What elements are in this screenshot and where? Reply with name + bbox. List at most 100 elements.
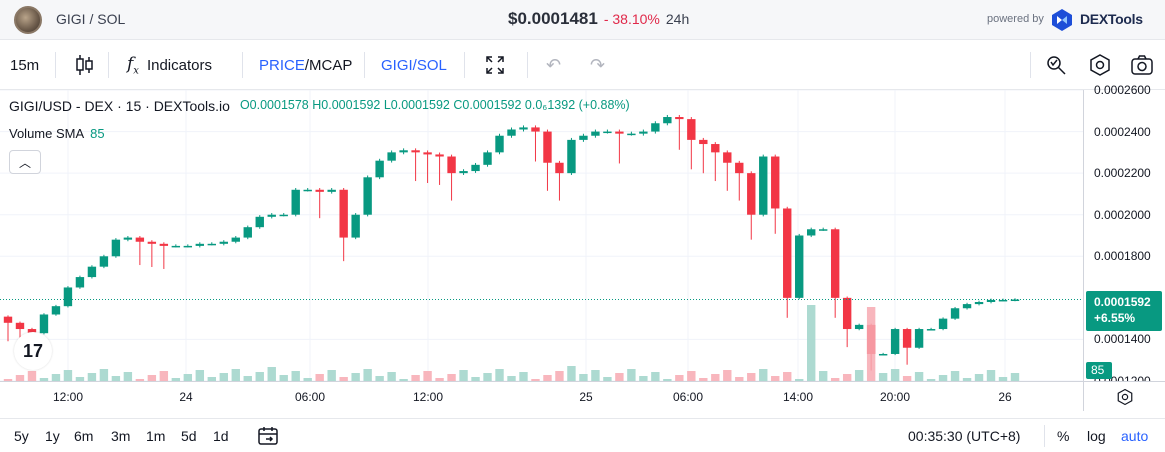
- volume-bar: [567, 366, 576, 381]
- axis-settings-corner[interactable]: [1083, 381, 1165, 411]
- volume-bar: [854, 370, 864, 381]
- collapse-legend-button[interactable]: ︿: [9, 150, 41, 174]
- volume-bar: [747, 373, 756, 381]
- volume-legend[interactable]: Volume SMA 85: [9, 126, 105, 141]
- volume-bar: [591, 370, 600, 381]
- price-axis[interactable]: 0.0002600 0.0002400 0.0002200 0.0002000 0.00…: [1083, 83, 1165, 388]
- volume-bar: [399, 379, 408, 381]
- candle-body: [231, 237, 240, 242]
- log-toggle[interactable]: log: [1087, 428, 1106, 444]
- fullscreen-icon[interactable]: [485, 40, 505, 90]
- volume-bar: [878, 373, 888, 381]
- bottom-divider: [1044, 425, 1045, 447]
- price-mcap-toggle[interactable]: PRICE/MCAP: [259, 40, 352, 90]
- candle-body: [411, 150, 420, 153]
- volume-bar: [555, 371, 564, 381]
- volume-bar: [387, 372, 396, 381]
- candle-body: [363, 177, 372, 215]
- volume-bar: [914, 372, 924, 381]
- volume-bar: [531, 379, 540, 381]
- volume-bar: [135, 379, 145, 381]
- volume-bar: [807, 305, 816, 381]
- candle-body: [902, 329, 912, 348]
- candlestick-plot[interactable]: [0, 90, 1083, 381]
- percent-toggle[interactable]: %: [1057, 428, 1070, 444]
- volume-bar: [866, 307, 876, 381]
- axis-settings-icon[interactable]: [1116, 388, 1134, 406]
- dextools-brand-name[interactable]: DEXTools: [1080, 11, 1143, 27]
- dextools-logo-icon[interactable]: [1050, 8, 1074, 32]
- candle-body: [183, 245, 193, 248]
- candle-body: [842, 297, 852, 330]
- toolbar-divider: [464, 52, 465, 78]
- range-button-1m[interactable]: 1m: [146, 428, 166, 444]
- volume-bar: [639, 376, 648, 381]
- volume-bar: [902, 376, 912, 381]
- time-axis[interactable]: 12:00 24 06:00 12:00 25 06:00 14:00 20:00 26: [0, 381, 1083, 411]
- volume-bar: [962, 378, 972, 381]
- range-button-5d[interactable]: 5d: [181, 428, 197, 444]
- volume-bar: [795, 379, 804, 381]
- candle-body: [483, 152, 492, 165]
- settings-icon[interactable]: [1088, 40, 1112, 90]
- indicators-button[interactable]: fx Indicators: [127, 40, 212, 90]
- candle-body: [327, 189, 336, 192]
- undo-icon[interactable]: ↶: [546, 54, 562, 75]
- volume-bar: [459, 370, 468, 381]
- candle-body: [279, 214, 288, 217]
- volume-bar: [99, 369, 109, 381]
- volume-bar: [363, 369, 372, 381]
- range-button-5y[interactable]: 5y: [14, 428, 29, 444]
- volume-bar: [411, 375, 420, 381]
- price-chart[interactable]: GIGI/USD - DEX · 15 · DEXTools.io O0.000…: [0, 90, 1083, 381]
- current-price-tag: 0.0001592 +6.55%: [1086, 290, 1162, 331]
- price-tick-label: 0.0001800: [1094, 249, 1151, 264]
- candle-body: [267, 214, 276, 217]
- utc-clock[interactable]: 00:35:30 (UTC+8): [908, 428, 1021, 444]
- range-button-1y[interactable]: 1y: [45, 428, 60, 444]
- toolbar-divider: [108, 52, 109, 78]
- volume-bar: [507, 376, 516, 381]
- range-button-1d[interactable]: 1d: [213, 428, 229, 444]
- mcap-option[interactable]: /MCAP: [304, 56, 353, 74]
- volume-bar: [1010, 373, 1020, 381]
- chart-legend: GIGI/USD - DEX · 15 · DEXTools.io O0.000…: [9, 98, 630, 114]
- candle-body: [807, 229, 816, 236]
- candle-body: [459, 171, 468, 174]
- candle-body: [795, 235, 804, 298]
- toolbar-divider: [364, 52, 365, 78]
- chevron-up-icon: ︿: [18, 155, 31, 170]
- tradingview-logo-icon[interactable]: 17: [14, 332, 52, 370]
- volume-bar: [890, 369, 900, 381]
- range-button-6m[interactable]: 6m: [74, 428, 94, 444]
- candle-body: [699, 139, 708, 145]
- candle-body: [675, 117, 684, 120]
- current-price: $0.0001481: [508, 9, 598, 28]
- volume-bar: [926, 379, 936, 381]
- camera-icon[interactable]: [1130, 40, 1154, 90]
- volume-bar: [759, 369, 768, 381]
- candle-body: [962, 304, 972, 309]
- date-range-icon[interactable]: [257, 419, 279, 452]
- candle-type-icon[interactable]: [74, 40, 94, 90]
- volume-bar: [303, 378, 312, 381]
- range-button-3m[interactable]: 3m: [111, 428, 131, 444]
- candle-body: [447, 156, 456, 174]
- auto-toggle[interactable]: auto: [1121, 428, 1149, 444]
- price-tick-label: 0.0002600: [1094, 83, 1151, 97]
- price-option[interactable]: PRICE: [259, 56, 305, 74]
- current-price-change: +6.55%: [1094, 310, 1136, 325]
- interval-selector[interactable]: 15m: [10, 56, 40, 74]
- pair-toggle[interactable]: GIGI/SOL: [381, 56, 447, 74]
- volume-bar: [339, 377, 348, 381]
- candle-body: [818, 229, 828, 231]
- quick-search-icon[interactable]: [1045, 40, 1067, 90]
- symbol-title[interactable]: GIGI/USD - DEX · 15 · DEXTools.io: [9, 98, 230, 114]
- candle-body: [375, 160, 384, 178]
- candle-body: [579, 135, 588, 140]
- candle-body: [938, 318, 948, 330]
- candle-body: [3, 316, 13, 323]
- pair-name[interactable]: GIGI / SOL: [56, 11, 126, 27]
- candle-body: [783, 208, 792, 298]
- redo-icon[interactable]: ↷: [590, 54, 606, 75]
